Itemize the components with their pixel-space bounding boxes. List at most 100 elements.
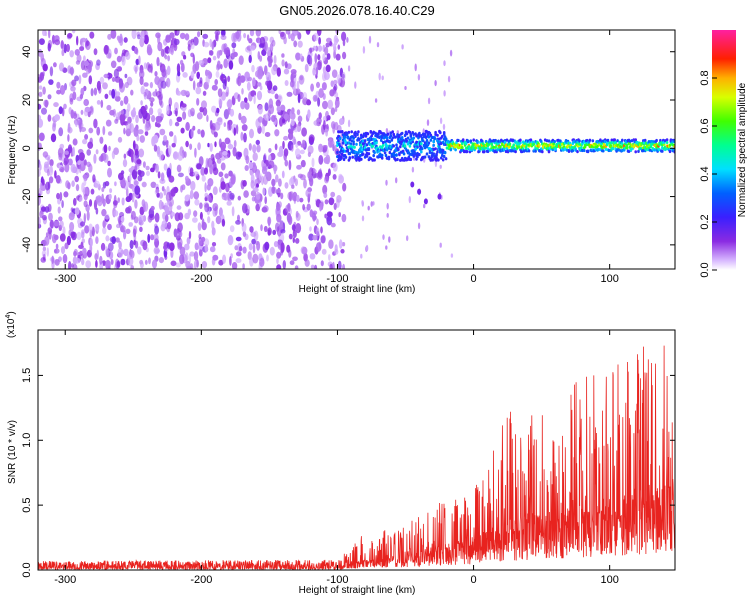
spectrogram-cell	[221, 91, 227, 101]
spectrogram-cell	[82, 247, 87, 255]
spectrogram-cell	[204, 192, 209, 198]
spectrogram-cell	[524, 146, 528, 150]
spectrogram-cell	[472, 138, 476, 142]
spectrogram-cell	[322, 116, 327, 122]
spectrogram-cell	[547, 139, 551, 143]
spectrogram-cell	[40, 206, 46, 212]
spectrogram-cell	[365, 244, 369, 252]
y-tick-label: 1.0	[21, 433, 33, 448]
spectrogram-cell	[442, 123, 446, 130]
spectrogram-cell	[163, 245, 168, 250]
spectrogram-cell	[168, 47, 174, 54]
spectrogram-cell	[252, 243, 256, 254]
spectrogram-cell	[215, 31, 219, 42]
spectrogram-cell	[429, 158, 433, 162]
spectrogram-cell	[220, 34, 227, 41]
spectrogram-cell	[113, 68, 119, 79]
spectrogram-cell	[326, 37, 332, 43]
spectrogram-cell	[111, 236, 116, 245]
spectrogram-cell	[125, 51, 131, 60]
spectrogram-cell	[502, 148, 506, 152]
spectrogram-cell	[45, 181, 50, 191]
spectrogram-cell	[41, 107, 47, 115]
spectrogram-cell	[46, 168, 50, 177]
spectrogram-cell	[42, 151, 49, 158]
spectrogram-cell	[420, 136, 424, 140]
spectrogram-cell	[54, 114, 60, 121]
spectrogram-cell	[273, 55, 277, 65]
spectrogram-cell	[242, 246, 247, 254]
spectrogram-cell	[290, 32, 295, 42]
spectrogram-cell	[83, 159, 87, 166]
spectrogram-cell	[344, 155, 348, 159]
spectrogram-cell	[72, 91, 77, 101]
spectrogram-cell	[438, 145, 441, 149]
spectrogram-cell	[47, 42, 51, 52]
spectrogram-cell	[332, 162, 338, 172]
spectrogram-cell	[104, 213, 110, 220]
spectrogram-cell	[144, 259, 148, 265]
spectrogram-cell	[193, 260, 197, 269]
spectrogram-cell	[179, 32, 186, 40]
spectrogram-cell	[255, 171, 260, 179]
spectrogram-cell	[227, 192, 230, 202]
figure-title: GN05.2026.078.16.40.C29	[279, 3, 434, 18]
spectrogram-cell	[427, 135, 431, 139]
spectrogram-cell	[114, 118, 119, 124]
spectrogram-cell	[83, 213, 87, 224]
spectrogram-cell	[289, 191, 294, 201]
spectrogram-cell	[348, 156, 352, 160]
spectrogram-cell	[114, 181, 117, 187]
spectrogram-cell	[414, 63, 417, 72]
spectrogram-cell	[285, 204, 291, 213]
spectrogram-cell	[208, 50, 212, 56]
spectrogram-cell	[168, 97, 173, 107]
spectrogram-cell	[134, 165, 138, 172]
spectrogram-cell	[333, 202, 337, 211]
spectrogram-cell	[159, 62, 163, 68]
spectrogram-cell	[185, 140, 189, 148]
spectrogram-cell	[108, 193, 112, 200]
spectrogram-cell	[272, 229, 277, 235]
colorbar-tick-label: 0.2	[699, 214, 711, 229]
spectrogram-cell	[328, 239, 334, 249]
spectrogram-cell	[412, 154, 416, 158]
spectrogram-cell	[429, 138, 433, 142]
spectrogram-cell	[283, 148, 289, 157]
spectrogram-cell	[388, 150, 392, 155]
spectrogram-cell	[328, 254, 331, 261]
spectrogram-cell	[251, 238, 256, 245]
spectrogram-cell	[322, 184, 328, 195]
spectrogram-cell	[403, 144, 407, 148]
spectrogram-cell	[38, 132, 45, 142]
spectrogram-cell	[143, 82, 149, 87]
spectrogram-cell	[222, 81, 227, 90]
spectrogram-cell	[514, 150, 517, 154]
spectrogram-cell	[211, 41, 215, 50]
spectrogram-cell	[347, 119, 351, 128]
spectrogram-cell	[404, 86, 407, 90]
spectrogram-cell	[122, 159, 128, 168]
spectrogram-cell	[177, 151, 184, 161]
spectrogram-cell	[88, 75, 93, 85]
spectrogram-cell	[115, 237, 120, 243]
spectrogram-cell	[405, 132, 409, 136]
spectrogram-cell	[410, 181, 415, 188]
spectrogram-cell	[336, 74, 342, 84]
spectrogram-cell	[275, 99, 281, 107]
spectrogram-cell	[354, 130, 357, 134]
spectrogram-cell	[276, 203, 281, 211]
spectrogram-cell	[380, 153, 384, 157]
spectrogram-cell	[104, 93, 109, 100]
spectrogram-cell	[180, 89, 187, 97]
spectrogram-cell	[460, 148, 463, 152]
spectrogram-cell	[304, 63, 309, 73]
spectrogram-cell	[264, 65, 268, 76]
spectrogram-cell	[541, 150, 544, 154]
spectrogram-cell	[311, 157, 315, 168]
spectrogram-cell	[216, 60, 221, 70]
spectrogram-cell	[507, 139, 511, 143]
spectrogram-cell	[64, 150, 69, 155]
spectrogram-cell	[72, 146, 75, 157]
spectrogram-cell	[352, 140, 355, 144]
